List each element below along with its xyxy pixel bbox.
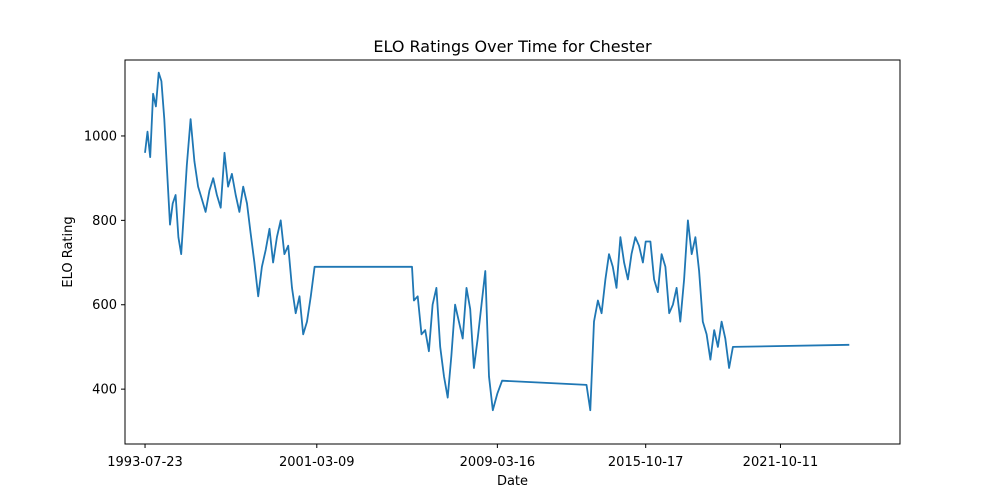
y-tick-label: 800 (92, 214, 117, 229)
y-axis-label: ELO Rating (61, 216, 76, 287)
x-tick-label: 2001-03-09 (279, 455, 355, 470)
y-tick-label: 600 (92, 298, 117, 313)
x-tick-label: 1993-07-23 (107, 455, 183, 470)
y-tick-label: 400 (92, 383, 117, 398)
y-axis: 400 600 800 1000 (84, 129, 125, 398)
x-tick-label: 2021-10-11 (743, 455, 819, 470)
x-axis-label: Date (497, 474, 528, 489)
y-tick-label: 1000 (84, 129, 117, 144)
chart-title: ELO Ratings Over Time for Chester (373, 37, 652, 56)
plot-frame (124, 59, 901, 445)
x-axis: 1993-07-23 2001-03-09 2009-03-16 2015-10-17… (107, 444, 818, 470)
series-line (144, 71, 850, 412)
x-tick-label: 2009-03-16 (460, 455, 536, 470)
x-tick-label: 2015-10-17 (608, 455, 684, 470)
